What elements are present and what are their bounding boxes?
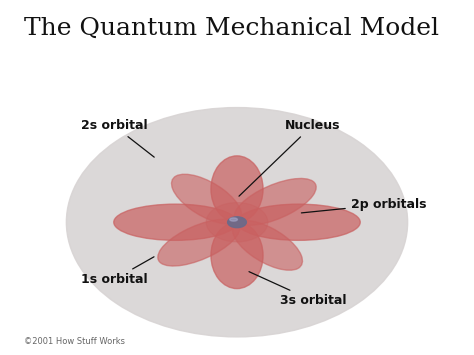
Text: 2p orbitals: 2p orbitals xyxy=(301,198,426,213)
Ellipse shape xyxy=(211,222,263,289)
Ellipse shape xyxy=(114,204,237,240)
Text: 3s orbital: 3s orbital xyxy=(249,272,346,307)
Text: Nucleus: Nucleus xyxy=(239,119,340,196)
Text: The Quantum Mechanical Model: The Quantum Mechanical Model xyxy=(24,17,439,40)
Ellipse shape xyxy=(228,217,246,228)
Text: ©2001 How Stuff Works: ©2001 How Stuff Works xyxy=(24,337,125,346)
Ellipse shape xyxy=(237,204,360,240)
Ellipse shape xyxy=(172,174,242,224)
Text: 2s orbital: 2s orbital xyxy=(81,119,154,157)
Ellipse shape xyxy=(206,203,268,242)
Ellipse shape xyxy=(66,108,408,337)
Ellipse shape xyxy=(211,156,263,222)
Ellipse shape xyxy=(234,179,316,225)
Ellipse shape xyxy=(230,218,237,221)
Ellipse shape xyxy=(158,219,240,266)
Text: 1s orbital: 1s orbital xyxy=(81,257,154,286)
Ellipse shape xyxy=(232,220,302,270)
